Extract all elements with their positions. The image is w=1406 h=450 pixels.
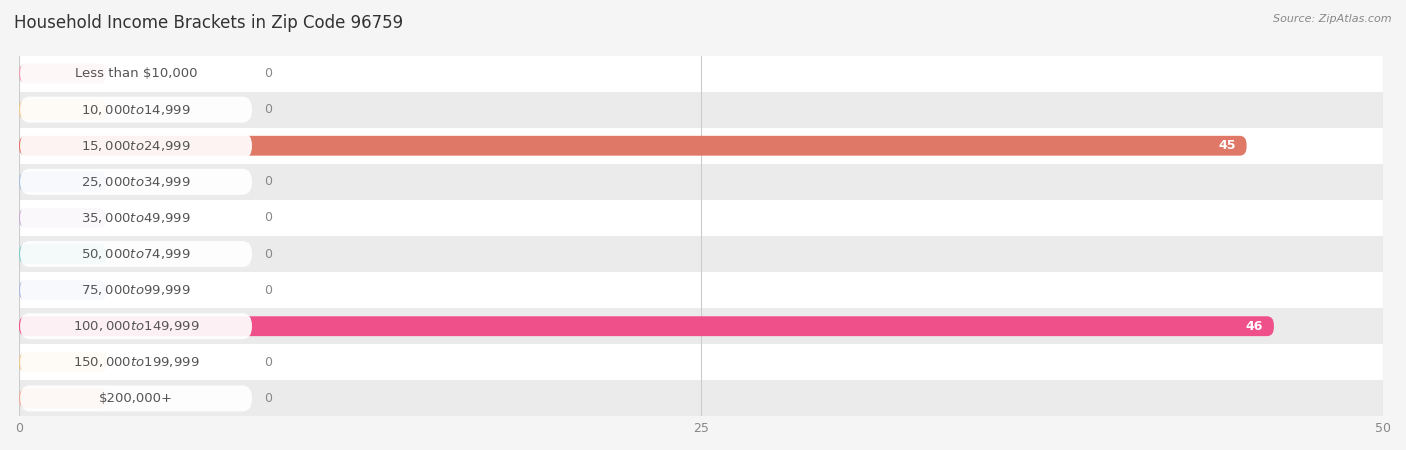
Bar	[20, 128, 1384, 164]
Text: $100,000 to $149,999: $100,000 to $149,999	[73, 319, 200, 333]
Text: Household Income Brackets in Zip Code 96759: Household Income Brackets in Zip Code 96…	[14, 14, 404, 32]
Text: 0: 0	[264, 212, 273, 225]
Bar	[20, 308, 1384, 344]
Text: $35,000 to $49,999: $35,000 to $49,999	[82, 211, 191, 225]
FancyBboxPatch shape	[20, 136, 1247, 156]
FancyBboxPatch shape	[20, 385, 252, 411]
Text: 0: 0	[264, 67, 273, 80]
Bar	[20, 55, 1384, 92]
Text: $150,000 to $199,999: $150,000 to $199,999	[73, 356, 200, 369]
Text: 0: 0	[264, 248, 273, 261]
Text: 0: 0	[264, 392, 273, 405]
FancyBboxPatch shape	[20, 241, 252, 267]
Text: $50,000 to $74,999: $50,000 to $74,999	[82, 247, 191, 261]
FancyBboxPatch shape	[20, 61, 252, 86]
Text: 0: 0	[264, 176, 273, 189]
FancyBboxPatch shape	[20, 349, 252, 375]
FancyBboxPatch shape	[20, 133, 252, 159]
FancyBboxPatch shape	[20, 100, 107, 120]
Bar	[20, 200, 1384, 236]
Text: 0: 0	[264, 103, 273, 116]
Text: 45: 45	[1218, 139, 1236, 152]
FancyBboxPatch shape	[20, 244, 107, 264]
Bar	[20, 344, 1384, 380]
Text: 0: 0	[264, 356, 273, 369]
FancyBboxPatch shape	[20, 388, 107, 408]
Bar	[20, 164, 1384, 200]
Bar	[20, 236, 1384, 272]
Text: $25,000 to $34,999: $25,000 to $34,999	[82, 175, 191, 189]
FancyBboxPatch shape	[20, 205, 252, 231]
FancyBboxPatch shape	[20, 63, 107, 83]
FancyBboxPatch shape	[20, 280, 107, 300]
Text: $10,000 to $14,999: $10,000 to $14,999	[82, 103, 191, 117]
FancyBboxPatch shape	[20, 97, 252, 123]
FancyBboxPatch shape	[20, 208, 107, 228]
Bar	[20, 92, 1384, 128]
Text: $15,000 to $24,999: $15,000 to $24,999	[82, 139, 191, 153]
Bar	[20, 380, 1384, 416]
Text: 46: 46	[1246, 320, 1263, 333]
FancyBboxPatch shape	[20, 316, 1274, 336]
Text: $200,000+: $200,000+	[98, 392, 173, 405]
Text: Less than $10,000: Less than $10,000	[75, 67, 197, 80]
FancyBboxPatch shape	[20, 352, 107, 372]
FancyBboxPatch shape	[20, 172, 107, 192]
Text: Source: ZipAtlas.com: Source: ZipAtlas.com	[1274, 14, 1392, 23]
FancyBboxPatch shape	[20, 277, 252, 303]
Text: $75,000 to $99,999: $75,000 to $99,999	[82, 283, 191, 297]
FancyBboxPatch shape	[20, 313, 252, 339]
FancyBboxPatch shape	[20, 169, 252, 195]
Bar	[20, 272, 1384, 308]
Text: 0: 0	[264, 284, 273, 297]
